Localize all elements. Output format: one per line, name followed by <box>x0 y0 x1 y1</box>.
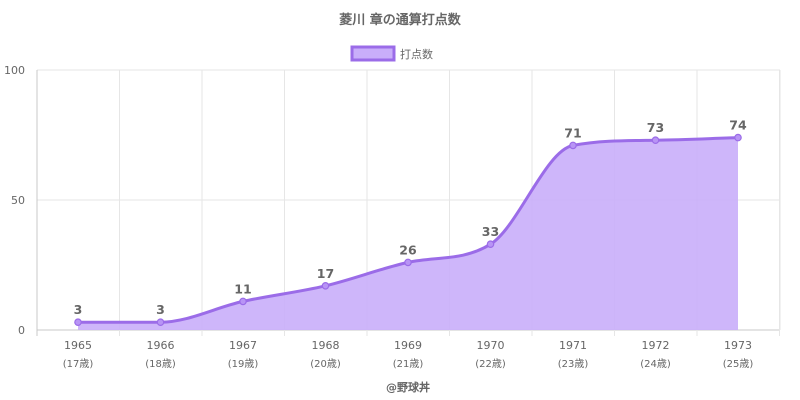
y-tick-label: 0 <box>18 324 25 337</box>
x-tick-label: 1965 <box>64 339 92 352</box>
data-label: 3 <box>156 302 165 317</box>
y-tick-label: 100 <box>4 64 25 77</box>
data-point <box>569 141 577 150</box>
y-axis-ticks: 0 50 100 <box>4 64 25 337</box>
y-tick-label: 50 <box>11 194 25 207</box>
data-point <box>734 133 742 142</box>
x-tick-label: 1966 <box>147 339 175 352</box>
credit-text: @野球丼 <box>386 380 430 394</box>
x-tick-label: 1973 <box>724 339 752 352</box>
data-point <box>239 297 247 306</box>
x-tick-sublabel: (23歳) <box>558 358 589 370</box>
x-tick-label: 1971 <box>559 339 587 352</box>
x-tick-label: 1968 <box>312 339 340 352</box>
series-fill <box>78 137 738 330</box>
data-label: 74 <box>729 118 747 133</box>
x-tick-sublabel: (17歳) <box>63 358 94 370</box>
data-point <box>74 318 82 327</box>
legend-swatch <box>350 45 396 62</box>
data-label: 71 <box>564 125 581 140</box>
series-area <box>78 136 739 330</box>
data-label: 73 <box>647 120 664 135</box>
chart-title: 菱川 章の通算打点数 <box>339 12 462 28</box>
x-tick-label: 1967 <box>229 339 257 352</box>
x-tick-label: 1970 <box>477 339 505 352</box>
data-label: 11 <box>234 281 251 296</box>
x-tick-sublabel: (21歳) <box>393 358 424 370</box>
data-point <box>404 258 412 267</box>
x-tick-sublabel: (22歳) <box>475 358 506 370</box>
data-label: 3 <box>74 302 83 317</box>
legend[interactable]: 打点数 <box>350 45 433 62</box>
data-label: 17 <box>317 266 334 281</box>
data-point <box>321 281 330 290</box>
data-label: 26 <box>399 242 417 257</box>
data-label: 33 <box>482 224 499 239</box>
x-tick-sublabel: (19歳) <box>228 358 259 370</box>
x-tick-label: 1969 <box>394 339 422 352</box>
x-axis-ticks: 1965 (17歳) 1966 (18歳) 1967 (19歳) 1968 (20歳) 1969… <box>63 339 754 370</box>
legend-label: 打点数 <box>400 47 433 61</box>
x-tick-sublabel: (24歳) <box>640 358 671 370</box>
x-tick-sublabel: (25歳) <box>723 358 754 370</box>
grid <box>36 69 781 336</box>
x-tick-sublabel: (18歳) <box>145 358 176 370</box>
data-point <box>156 318 165 327</box>
x-tick-sublabel: (20歳) <box>310 358 341 370</box>
data-point <box>651 136 660 145</box>
series-points <box>74 133 742 327</box>
data-point <box>486 240 495 249</box>
x-tick-label: 1972 <box>642 339 670 352</box>
